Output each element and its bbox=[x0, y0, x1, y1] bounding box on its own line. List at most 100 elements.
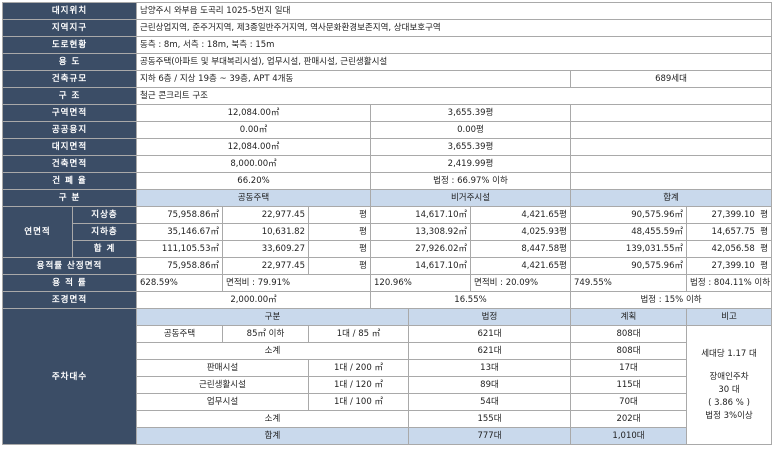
division-col-housing: 공동주택 bbox=[136, 189, 371, 207]
location-value: 남양주시 와부읍 도곡리 1025-5번지 일대 bbox=[135, 2, 773, 20]
landscape-label: 조경면적 bbox=[2, 291, 137, 309]
c-py-value: 27,399.10 bbox=[711, 261, 755, 271]
c-m2: 90,575.96㎡ bbox=[570, 206, 687, 224]
households-value: 689세대 bbox=[569, 70, 773, 88]
row-area-0: 구역면적 12,084.00㎡ 3,655.39평 bbox=[2, 104, 773, 122]
zone-value: 근린상업지역, 준주거지역, 제3종일반주거지역, 역사문화환경보존지역, 상대… bbox=[135, 19, 773, 37]
far-area-label: 용적률 산정면적 bbox=[2, 257, 137, 275]
area-py: 3,655.39평 bbox=[370, 104, 571, 122]
parking-head-div: 구분 bbox=[136, 308, 409, 326]
row-area-3: 건축면적 8,000.00㎡ 2,419.99평 bbox=[2, 155, 773, 173]
b-m2: 14,617.10㎡ bbox=[370, 206, 471, 224]
row-area-1: 공공용지 0.00㎡ 0.00평 bbox=[2, 121, 773, 139]
a-py: 33,609.27 bbox=[222, 240, 309, 258]
row-landscape: 조경면적 2,000.00㎡ 16.55% 법정 : 15% 이하 bbox=[2, 291, 773, 309]
b-m2: 14,617.10㎡ bbox=[370, 257, 471, 275]
floor-row-label: 지상층 bbox=[72, 206, 137, 224]
office-legal: 54대 bbox=[408, 393, 571, 411]
row-floor-total: 합 계 111,105.53㎡ 33,609.27 평 27,926.02㎡ 8… bbox=[3, 240, 773, 258]
division-label: 구 분 bbox=[2, 189, 137, 207]
b-py: 4,421.65평 bbox=[470, 206, 571, 224]
apt-legal: 621대 bbox=[408, 325, 571, 343]
apt-std: 1대 / 85 ㎡ bbox=[308, 325, 409, 343]
area-m2: 12,084.00㎡ bbox=[136, 138, 371, 156]
b-py: 4,025.93평 bbox=[470, 223, 571, 241]
row-parking-total: 합계 777대 1,010대 bbox=[3, 427, 772, 445]
retail-std: 1대 / 200 ㎡ bbox=[308, 359, 409, 377]
far-housing: 628.59% bbox=[136, 274, 223, 292]
zone-label: 지역지구 bbox=[2, 19, 137, 37]
sub1-label: 소계 bbox=[136, 342, 409, 360]
c-py-unit: 평 bbox=[760, 261, 769, 271]
use-value: 공동주택(아파트 및 부대복리시설), 업무시설, 판매시설, 근린생활시설 bbox=[135, 53, 773, 71]
a-unit: 평 bbox=[308, 240, 371, 258]
total-legal: 777대 bbox=[408, 427, 571, 445]
a-unit: 평 bbox=[308, 206, 371, 224]
c-m2: 48,455.59㎡ bbox=[570, 223, 687, 241]
area-label: 대지면적 bbox=[2, 138, 137, 156]
b-py: 4,421.65평 bbox=[470, 257, 571, 275]
a-unit: 평 bbox=[308, 223, 371, 241]
location-label: 대지위치 bbox=[2, 2, 137, 20]
row-far-area: 용적률 산정면적 75,958.86㎡ 22,977.45 평 14,617.1… bbox=[2, 257, 773, 275]
c-py: 27,399.10 평 bbox=[685, 206, 773, 224]
scale-label: 건축규모 bbox=[2, 70, 137, 88]
c-m2: 139,031.55㎡ bbox=[570, 240, 687, 258]
a-py: 22,977.45 bbox=[222, 206, 309, 224]
far-label: 용 적 률 bbox=[2, 274, 137, 292]
far-legal: 법정 : 804.11% 이하 bbox=[685, 274, 773, 292]
row-area-2: 대지면적 12,084.00㎡ 3,655.39평 bbox=[2, 138, 773, 156]
total-plan: 1,010대 bbox=[570, 427, 687, 445]
note-disabled-count: 30 대 bbox=[718, 384, 740, 395]
c-m2: 90,575.96㎡ bbox=[570, 257, 687, 275]
a-m2: 111,105.53㎡ bbox=[136, 240, 223, 258]
row-road: 도로현황 동측 : 8m, 서측 : 18m, 북측 : 15m bbox=[2, 36, 773, 54]
office-std: 1대 / 100 ㎡ bbox=[308, 393, 409, 411]
road-value: 동측 : 8m, 서측 : 18m, 북측 : 15m bbox=[135, 36, 773, 54]
sub2-label: 소계 bbox=[136, 410, 409, 428]
row-division: 구 분 공동주택 비거주시설 합계 bbox=[2, 189, 773, 207]
total-label: 합계 bbox=[136, 427, 409, 445]
area-m2: 12,084.00㎡ bbox=[136, 104, 371, 122]
sub1-legal: 621대 bbox=[408, 342, 571, 360]
row-floor-below: 지하층 35,146.67㎡ 10,631.82 평 13,308.92㎡ 4,… bbox=[3, 223, 773, 241]
c-py-value: 42,056.58 bbox=[711, 244, 755, 254]
retail-legal: 13대 bbox=[408, 359, 571, 377]
area-label: 공공용지 bbox=[2, 121, 137, 139]
sub2-plan: 202대 bbox=[570, 410, 687, 428]
b-m2: 13,308.92㎡ bbox=[370, 223, 471, 241]
far-total: 749.55% bbox=[570, 274, 687, 292]
row-parking-apt: 공동주택 85㎡ 이하 1대 / 85 ㎡ 621대 808대 세대당 1.17… bbox=[3, 325, 773, 445]
far-nonres-ratio: 면적비 : 20.09% bbox=[470, 274, 571, 292]
structure-value: 철근 콘크리트 구조 bbox=[135, 87, 773, 105]
road-label: 도로현황 bbox=[2, 36, 137, 54]
area-py: 2,419.99평 bbox=[370, 155, 571, 173]
note-disabled-pct: ( 3.86 % ) bbox=[708, 397, 750, 408]
area-py: 0.00평 bbox=[370, 121, 571, 139]
far-nonres: 120.96% bbox=[370, 274, 471, 292]
area-m2: 8,000.00㎡ bbox=[136, 155, 371, 173]
row-floor-above: 연면적 지상층 75,958.86㎡ 22,977.45 평 14,617.10… bbox=[2, 206, 773, 258]
office-plan: 70대 bbox=[570, 393, 687, 411]
parking-label: 주차대수 bbox=[2, 308, 137, 445]
parking-head-legal: 법정 bbox=[408, 308, 571, 326]
a-m2: 75,958.86㎡ bbox=[136, 206, 223, 224]
neigh-legal: 89대 bbox=[408, 376, 571, 394]
row-scale: 건축규모 지하 6층 / 지상 19층 ~ 39층, APT 4개동 689세대 bbox=[2, 70, 773, 88]
sub2-legal: 155대 bbox=[408, 410, 571, 428]
row-coverage: 건 폐 율 66.20% 법정 : 66.97% 이하 bbox=[2, 172, 773, 190]
apt-size: 85㎡ 이하 bbox=[222, 325, 309, 343]
c-py: 27,399.10 평 bbox=[685, 257, 773, 275]
neigh-label: 근린생활시설 bbox=[136, 376, 309, 394]
parking-note: 세대당 1.17 대 장애인주차 30 대 ( 3.86 % ) 법정 3%이상 bbox=[685, 325, 773, 445]
b-py: 8,447.58평 bbox=[470, 240, 571, 258]
a-py: 10,631.82 bbox=[222, 223, 309, 241]
a-py: 22,977.45 bbox=[222, 257, 309, 275]
c-py: 14,657.75 평 bbox=[685, 223, 773, 241]
scale-value: 지하 6층 / 지상 19층 ~ 39층, APT 4개동 bbox=[136, 70, 571, 88]
office-label: 업무시설 bbox=[136, 393, 309, 411]
parking-head-note: 비고 bbox=[685, 308, 773, 326]
row-zone: 지역지구 근린상업지역, 준주거지역, 제3종일반주거지역, 역사문화환경보존지… bbox=[2, 19, 773, 37]
c-py-unit: 평 bbox=[760, 227, 769, 237]
b-m2: 27,926.02㎡ bbox=[370, 240, 471, 258]
